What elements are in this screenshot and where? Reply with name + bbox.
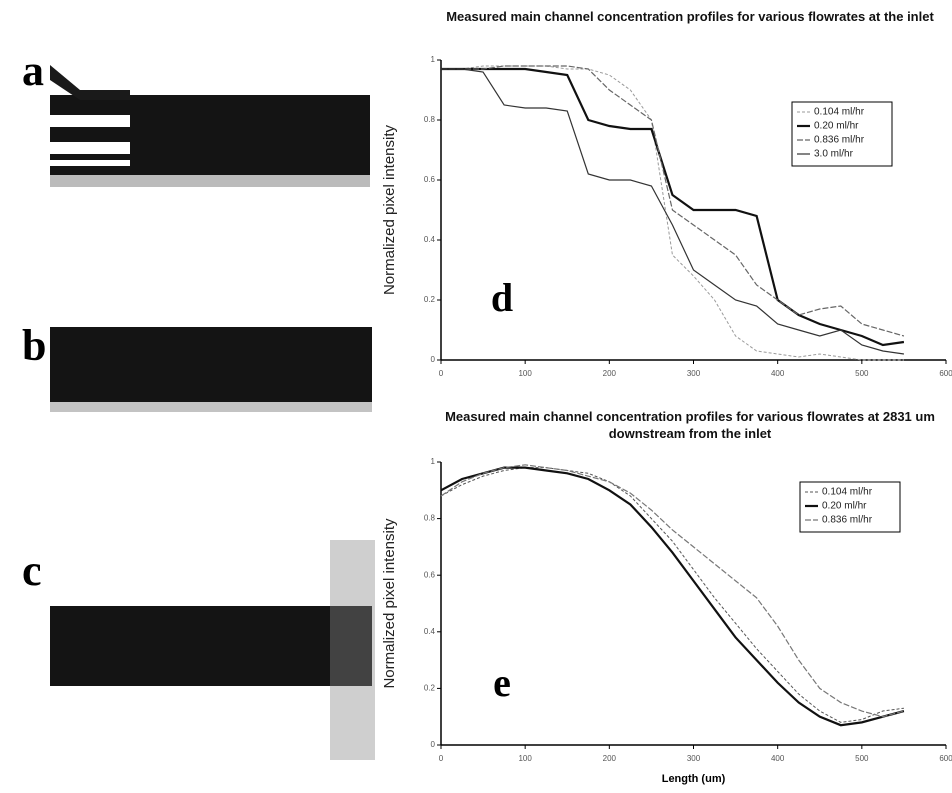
x-tick-label: 100 (518, 754, 532, 763)
micrograph-c (50, 606, 372, 686)
y-tick-label: 1 (431, 457, 436, 466)
y-axis-label: Normalized pixel intensity (381, 124, 398, 295)
y-tick-label: 0.2 (424, 684, 436, 693)
legend-label: 3.0 ml/hr (814, 149, 854, 160)
y-tick-label: 0.8 (424, 115, 436, 124)
y-tick-label: 0 (431, 740, 436, 749)
panel-label: e (493, 660, 511, 705)
x-tick-label: 500 (855, 369, 869, 378)
series-line (440, 466, 905, 727)
y-tick-label: 0.6 (424, 175, 436, 184)
legend-label: 0.836 ml/hr (822, 515, 873, 526)
x-tick-label: 300 (687, 369, 701, 378)
legend-label: 0.20 ml/hr (822, 501, 867, 512)
x-tick-label: 0 (439, 754, 444, 763)
series-line (441, 68, 905, 355)
y-tick-label: 0.2 (424, 295, 436, 304)
legend-label: 0.836 ml/hr (814, 135, 865, 146)
y-tick-label: 1 (431, 55, 436, 64)
panel-label: d (491, 275, 513, 320)
panel-label: c (22, 546, 42, 595)
x-tick-label: 500 (855, 754, 869, 763)
panel-label: b (22, 321, 46, 370)
x-tick-label: 200 (603, 369, 617, 378)
y-tick-label: 0.8 (424, 514, 436, 523)
x-tick-label: 400 (771, 369, 785, 378)
x-tick-label: 200 (603, 754, 617, 763)
series-line (441, 67, 905, 347)
x-tick-label: 100 (518, 369, 532, 378)
micrograph-b-edge (50, 402, 372, 412)
x-axis-label: Length (um) (662, 773, 726, 785)
legend-box (791, 101, 893, 167)
legend-label: 0.104 ml/hr (814, 107, 865, 118)
y-axis-label: Normalized pixel intensity (381, 518, 398, 689)
x-tick-label: 600 (939, 754, 952, 763)
x-tick-label: 300 (687, 754, 701, 763)
legend-label: 0.20 ml/hr (814, 121, 859, 132)
chart-title: Measured main channel concentration prof… (446, 9, 934, 24)
x-tick-label: 600 (939, 369, 952, 378)
y-tick-label: 0.4 (424, 235, 436, 244)
y-tick-label: 0.6 (424, 570, 436, 579)
series-line (440, 464, 905, 718)
y-tick-label: 0.4 (424, 627, 436, 636)
panel-label: a (22, 46, 44, 95)
y-tick-label: 0 (431, 355, 436, 364)
micrograph-a (50, 65, 370, 187)
micrograph-b (50, 327, 372, 402)
x-tick-label: 400 (771, 754, 785, 763)
series-line (441, 65, 905, 337)
micrograph-c-edge (330, 540, 375, 760)
chart-title: Measured main channel concentration prof… (445, 409, 935, 441)
legend-label: 0.104 ml/hr (822, 487, 873, 498)
x-tick-label: 0 (439, 369, 444, 378)
